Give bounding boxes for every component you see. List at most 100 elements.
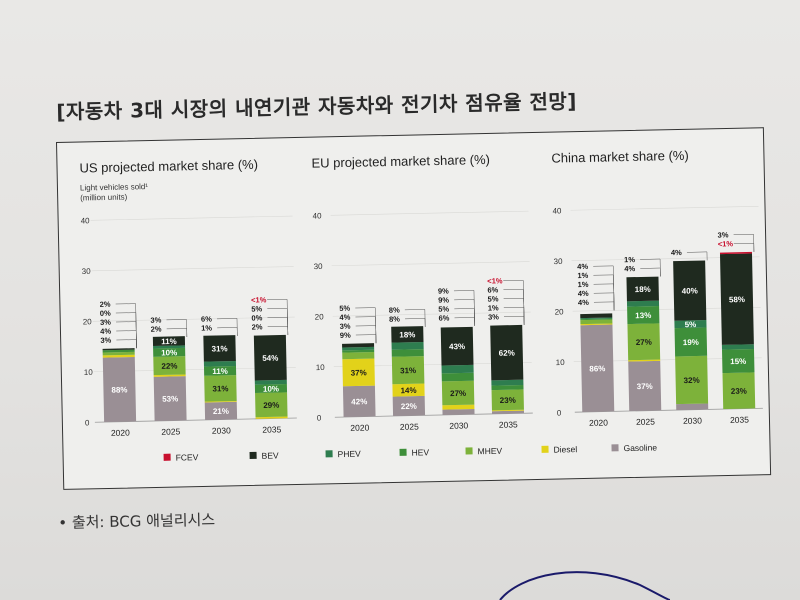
bar-segment-phev <box>580 317 613 320</box>
legend-label: Gasoline <box>623 442 657 453</box>
data-label: 10% <box>161 348 177 357</box>
bar-segment-mhev <box>675 355 709 405</box>
x-tick-label: 2035 <box>262 424 281 434</box>
data-label: 37% <box>637 382 653 391</box>
callout-label: 8% <box>389 314 400 323</box>
callout-label: 2% <box>252 322 263 331</box>
bar-segment-hev <box>580 318 613 321</box>
bar-segment-hev <box>342 349 375 353</box>
legend-swatch-hev <box>399 448 407 456</box>
callout-label: 0% <box>100 309 111 318</box>
callout-label: 6% <box>201 314 212 323</box>
callout-label: 5% <box>488 294 499 303</box>
bar-segment-phev <box>153 345 186 349</box>
bar-segment-phev <box>674 320 707 329</box>
callout-label: 5% <box>251 304 262 313</box>
data-label: 31% <box>212 384 228 393</box>
data-label: 27% <box>636 338 652 347</box>
chart-title: China market share (%) <box>551 148 689 166</box>
bar-segment-gasoline <box>442 408 475 415</box>
data-label: 23% <box>500 396 516 405</box>
bar-segment-diesel <box>491 409 524 412</box>
data-label: 58% <box>729 295 745 304</box>
bar-segment-bev <box>102 348 135 351</box>
bar-segment-phev <box>254 379 287 385</box>
bar-segment-fcev <box>719 251 752 255</box>
y-tick-label: 20 <box>83 317 93 326</box>
bar-segment-gasoline <box>628 360 662 412</box>
bar-segment-phev <box>721 344 754 350</box>
callout-label: 6% <box>487 285 498 294</box>
market-share-charts: US projected market share (%) Light vehic… <box>79 148 763 463</box>
bar-segment-hev <box>721 348 755 374</box>
data-label: 5% <box>685 320 697 329</box>
y-tick-label: 20 <box>555 307 565 316</box>
x-tick-label: 2020 <box>589 417 608 427</box>
gridline <box>330 210 529 216</box>
bar-segment-hev <box>203 365 237 376</box>
x-tick-label: 2035 <box>499 419 518 429</box>
data-label: 14% <box>400 386 416 395</box>
x-tick-label: 2030 <box>212 425 231 435</box>
legend-label: HEV <box>411 447 429 457</box>
y-tick-label: 40 <box>313 211 323 220</box>
bar-segment-mhev <box>153 356 186 376</box>
y-tick-label: 10 <box>316 363 326 372</box>
callout-label: 3% <box>100 318 111 327</box>
x-tick-label: 2025 <box>161 426 180 436</box>
legend-label: BEV <box>262 450 280 460</box>
data-label: 11% <box>161 337 177 346</box>
data-label: 18% <box>635 285 651 294</box>
callout-label: <1% <box>487 276 503 285</box>
bar-segment-gasoline <box>392 395 426 417</box>
bar-segment-bev <box>152 336 186 347</box>
bar-segment-phev <box>203 360 236 367</box>
bar-segment-hev <box>491 384 524 391</box>
bar-segment-phev <box>441 364 474 374</box>
bar-segment-bev <box>440 326 474 366</box>
x-tick-label: 2020 <box>111 428 130 438</box>
y-tick-label: 10 <box>556 358 566 367</box>
bar-segment-gasoline <box>491 410 525 414</box>
callout-label: 4% <box>339 313 350 322</box>
callout-label: 1% <box>624 255 635 264</box>
y-tick-label: 0 <box>85 418 90 427</box>
x-tick-label: 2030 <box>683 416 702 426</box>
y-tick-label: 20 <box>315 312 325 321</box>
bar-segment-mhev <box>342 351 375 360</box>
data-label: 31% <box>212 344 228 353</box>
callout-label: 2% <box>100 300 111 309</box>
chart-title: EU projected market share (%) <box>311 152 490 171</box>
bar-segment-diesel <box>580 323 613 326</box>
y-tick-label: 40 <box>81 216 91 225</box>
data-label: 31% <box>400 366 416 375</box>
callout-label: 1% <box>577 271 588 280</box>
callout-label: 3% <box>150 316 161 325</box>
data-label: 53% <box>162 394 178 403</box>
callout-label: 5% <box>339 304 350 313</box>
legend-label: Diesel <box>553 444 577 454</box>
y-tick-label: 0 <box>317 413 322 422</box>
bar-segment-mhev <box>255 392 288 418</box>
legend-label: PHEV <box>337 449 361 459</box>
y-tick-label: 30 <box>82 267 92 276</box>
callout-label: 2% <box>151 325 162 334</box>
legend-swatch-bev <box>249 451 257 460</box>
callout-label: 4% <box>577 262 588 271</box>
legend-label: MHEV <box>477 446 502 457</box>
bar-segment-bev <box>203 335 236 362</box>
bar-segment-diesel <box>204 400 237 403</box>
data-label: 18% <box>399 330 415 339</box>
bar-segment-hev <box>627 306 660 325</box>
gridline <box>92 316 295 322</box>
data-label: 19% <box>683 338 699 347</box>
bar-segment-mhev <box>102 351 135 356</box>
data-label: 10% <box>263 384 279 393</box>
data-label: 88% <box>111 385 127 394</box>
callout-label: 4% <box>671 248 682 257</box>
bar-segment-mhev <box>491 389 524 411</box>
bar-segment-bev <box>490 324 524 381</box>
bar-segment-mhev <box>204 375 237 402</box>
bar-segment-bev <box>391 326 424 343</box>
data-label: 23% <box>731 387 747 396</box>
